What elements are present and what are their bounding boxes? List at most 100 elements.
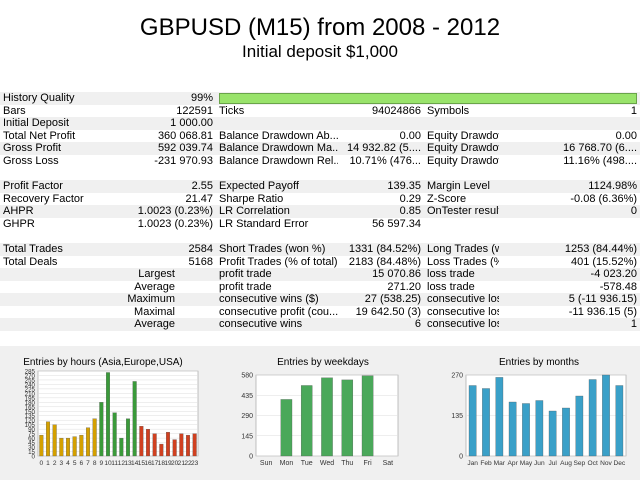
report-row: Total Trades 2584 Short Trades (won %) 1331… — [0, 243, 640, 256]
hours-chart-panel: Entries by hours (Asia,Europe,USA) 0 15 30… — [4, 357, 202, 475]
bar — [361, 375, 374, 457]
metric-value: 16 768.70 (6.... — [499, 142, 640, 155]
metric-value: 56 597.34 — [372, 217, 421, 230]
x-tick-label: 12 — [118, 460, 126, 467]
x-tick-label: 23 — [191, 460, 199, 467]
metric-value: 94024866 — [372, 104, 421, 117]
x-tick-label: Tue — [301, 460, 313, 467]
report-title: GBPUSD (M15) from 2008 - 2012 — [139, 14, 501, 41]
bar — [280, 399, 293, 457]
report-row: GHPR 1.0023 (0.23%) LR Standard Error 56 59… — [0, 218, 640, 231]
row-value: 99% — [94, 92, 216, 105]
x-tick-label: 0 — [39, 460, 43, 467]
row-label: Initial Deposit — [0, 117, 94, 130]
row-label: Average — [134, 280, 175, 293]
metric-value: 19 642.50 (3) — [355, 305, 421, 318]
report-row: History Quality 99% — [0, 92, 640, 105]
metric-value: 11.16% (498.... — [563, 154, 638, 167]
x-tick-label: 14 — [131, 460, 139, 467]
report-row: Recovery Factor 21.47 Sharpe Ratio 0.29 Z-Sc… — [0, 193, 640, 206]
metric-value: 6 — [338, 318, 424, 331]
y-tick-label: 0 — [459, 454, 463, 461]
x-tick-label: May — [520, 460, 533, 467]
metric-label: consecutive wins ($) — [216, 293, 338, 306]
bar — [575, 395, 584, 457]
weekdays-chart-panel: Entries by weekdays 0 145 290 435 580 Sun Mon T… — [224, 357, 422, 475]
y-tick-label: 15 — [28, 449, 35, 456]
report-row: Maximal consecutive profit (cou... 19 642.… — [0, 306, 640, 319]
bar — [99, 402, 104, 457]
y-tick-label: 150 — [25, 409, 36, 416]
spacer-row — [0, 167, 640, 180]
metric-value: 0 — [499, 205, 640, 218]
metric-value: 1253 (84.44%) — [499, 243, 640, 256]
x-tick-label: 22 — [184, 460, 192, 467]
row-label: Maximum — [0, 293, 178, 306]
x-tick-label: Dec — [613, 460, 625, 467]
x-tick-label: 3 — [59, 460, 63, 467]
y-tick-label: 290 — [241, 413, 253, 420]
empty-cell — [178, 293, 216, 306]
x-tick-label: 19 — [164, 460, 172, 467]
metric-label: LR Correlation — [216, 205, 338, 218]
metric-value — [499, 218, 640, 231]
row-value: -231 970.93 — [154, 154, 213, 167]
metric-value: 139.35 — [338, 180, 424, 193]
row-label: Profit Factor — [0, 180, 94, 193]
x-tick-label: 9 — [99, 460, 103, 467]
bar — [615, 385, 624, 457]
report-row: Initial Deposit 1 000.00 — [0, 117, 640, 130]
bar — [468, 385, 477, 457]
bar — [535, 400, 544, 457]
quality-bar-fill — [219, 93, 638, 105]
y-tick-label: 75 — [28, 431, 35, 438]
weekdays-chart-title: Entries by weekdays — [277, 357, 369, 368]
x-tick-label: Thu — [341, 460, 353, 467]
metric-label — [216, 117, 338, 130]
x-tick-label: Mar — [494, 460, 506, 467]
metric-value — [499, 117, 640, 130]
bar — [321, 377, 333, 457]
bar — [508, 401, 517, 457]
empty-cell — [178, 268, 216, 281]
x-tick-label: Sep — [573, 460, 585, 467]
y-tick-label: 90 — [28, 427, 35, 434]
bar — [126, 418, 130, 457]
y-tick-label: 435 — [241, 393, 253, 400]
report-row: Total Deals 5168 Profit Trades (% of total… — [0, 256, 640, 269]
metric-value: 2183 (84.48%) — [348, 255, 421, 268]
metric-label: OnTester result — [424, 205, 499, 218]
metric-label: Short Trades (won %) — [216, 243, 338, 256]
metric-value: 1124.98% — [499, 180, 640, 193]
x-tick-label: 10 — [104, 460, 112, 467]
x-tick-label: Fri — [363, 460, 372, 467]
weekdays-chart: 0 145 290 435 580 Sun Mon Tue Wed Thu Fri Sat — [241, 373, 399, 467]
y-tick-label: 270 — [451, 373, 463, 380]
row-label: Bars — [3, 104, 26, 117]
bar — [106, 372, 110, 457]
metric-label: Loss Trades (% of total) — [427, 255, 499, 268]
metric-label: Symbols — [427, 104, 470, 117]
row-value: 2584 — [94, 243, 216, 256]
months-chart-panel: Entries by months 0 135 270 Jan Feb Mar Apr May… — [440, 357, 638, 475]
y-tick-label: 45 — [28, 440, 35, 447]
row-label: Total Trades — [0, 243, 94, 256]
metric-value: 14 932.82 (5.... — [338, 142, 424, 155]
metric-label — [424, 218, 499, 231]
x-tick-label: Jun — [534, 460, 545, 467]
bar — [159, 443, 164, 457]
metric-label: consecutive losses ($) — [424, 293, 499, 306]
report-row: Profit Factor 2.55 Expected Payoff 139.35 Ma… — [0, 180, 640, 193]
x-tick-label: Feb — [480, 460, 492, 467]
metric-value: 10.71% (476... — [349, 154, 421, 167]
metric-value: 0.85 — [338, 205, 424, 218]
row-label: GHPR — [3, 217, 35, 230]
x-tick-label: 2 — [53, 460, 57, 467]
bar — [186, 434, 190, 457]
report-row: AHPR 1.0023 (0.23%) LR Correlation 0.85 OnTe… — [0, 205, 640, 218]
bar — [192, 433, 197, 457]
metric-value: 15 070.86 — [338, 268, 424, 281]
report-subtitle: Initial deposit $1,000 — [242, 42, 398, 61]
row-label: Average — [0, 318, 178, 331]
metric-label: Balance Drawdown Ab... — [219, 129, 338, 142]
